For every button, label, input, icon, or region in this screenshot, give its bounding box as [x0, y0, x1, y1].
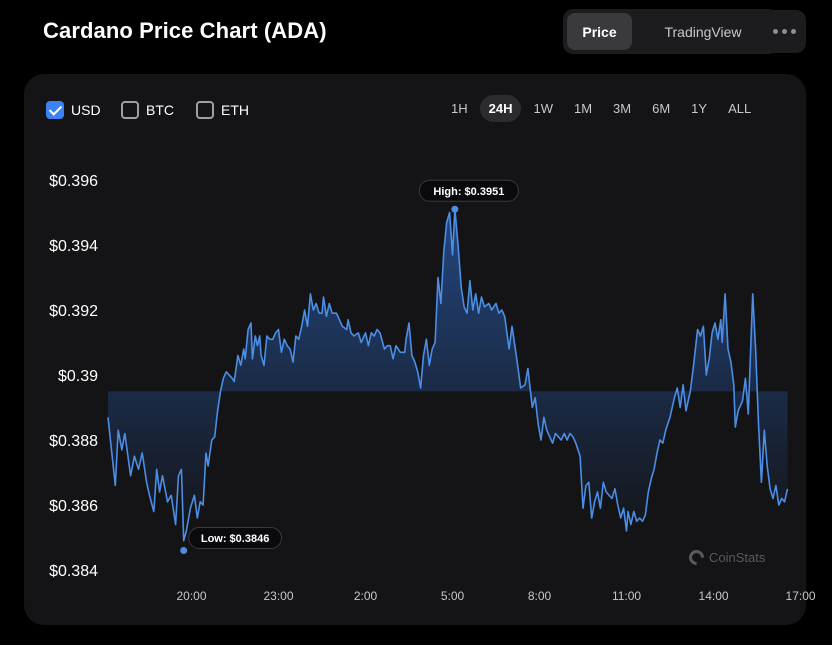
range-24h[interactable]: 24H: [479, 95, 522, 122]
more-dot-icon: [781, 29, 787, 34]
range-1w[interactable]: 1W: [533, 101, 553, 116]
x-tick-label: 17:00: [786, 589, 816, 603]
more-dot-icon: [790, 29, 796, 34]
range-6m[interactable]: 6M: [652, 101, 671, 116]
view-toggle: Price TradingView: [563, 9, 778, 54]
low-tooltip-label: Low: $0.3846: [201, 533, 269, 545]
y-tick-label: $0.388: [49, 433, 98, 450]
chart-card: [24, 74, 806, 625]
x-tick-label: 14:00: [699, 589, 729, 603]
range-all[interactable]: ALL: [728, 101, 752, 116]
y-tick-label: $0.394: [49, 238, 98, 255]
checkbox-checked-icon[interactable]: [46, 101, 64, 119]
high-tooltip-label: High: $0.3951: [433, 186, 504, 198]
range-3m[interactable]: 3M: [613, 101, 632, 116]
watermark: CoinStats: [685, 546, 766, 569]
low-tooltip: [188, 527, 282, 549]
watermark-text: CoinStats: [709, 550, 766, 565]
tab-tradingview[interactable]: TradingView: [664, 23, 742, 40]
time-range-selector: 1H 24H 1W 1M 3M 6M 1Y ALL: [442, 95, 763, 122]
high-point-marker: [451, 205, 459, 213]
currency-label: ETH: [221, 102, 249, 118]
x-tick-label: 11:00: [612, 589, 641, 603]
x-axis: 20:00 23:00 2:00 5:00 8:00 11:00 14:00 17:00: [177, 589, 816, 603]
tab-price[interactable]: Price: [567, 13, 632, 50]
y-axis: $0.396 $0.394 $0.392 $0.39 $0.388 $0.386 $0.38…: [49, 173, 98, 580]
currency-option-btc[interactable]: BTC: [121, 101, 174, 119]
page-title: Cardano Price Chart (ADA): [43, 18, 327, 43]
x-tick-label: 8:00: [528, 589, 552, 603]
low-point-marker: [180, 547, 188, 554]
y-tick-label: $0.386: [49, 498, 98, 515]
coinstats-logo-icon: [685, 546, 708, 569]
checkbox-icon[interactable]: [196, 101, 214, 119]
range-1m[interactable]: 1M: [573, 101, 593, 116]
y-tick-label: $0.39: [58, 368, 98, 385]
more-options-button[interactable]: [762, 10, 806, 53]
y-tick-label: $0.396: [49, 173, 98, 190]
x-tick-label: 23:00: [264, 589, 294, 603]
range-1y[interactable]: 1Y: [691, 101, 708, 116]
currency-label: BTC: [146, 102, 174, 118]
x-tick-label: 5:00: [441, 589, 465, 603]
more-dot-icon: [772, 29, 778, 34]
range-1h[interactable]: 1H: [451, 101, 468, 116]
y-tick-label: $0.392: [49, 303, 98, 320]
checkbox-icon[interactable]: [121, 101, 139, 119]
currency-option-eth[interactable]: ETH: [196, 101, 249, 119]
annotations: High: $0.3951 Low: $0.3846: [180, 179, 519, 554]
high-tooltip: [418, 179, 519, 202]
x-tick-label: 20:00: [177, 589, 207, 603]
currency-option-usd[interactable]: USD: [46, 101, 101, 119]
price-line: [107, 208, 789, 542]
y-tick-label: $0.384: [49, 563, 98, 580]
price-area: [108, 209, 788, 541]
currency-label: USD: [71, 102, 101, 118]
x-tick-label: 2:00: [354, 589, 378, 603]
